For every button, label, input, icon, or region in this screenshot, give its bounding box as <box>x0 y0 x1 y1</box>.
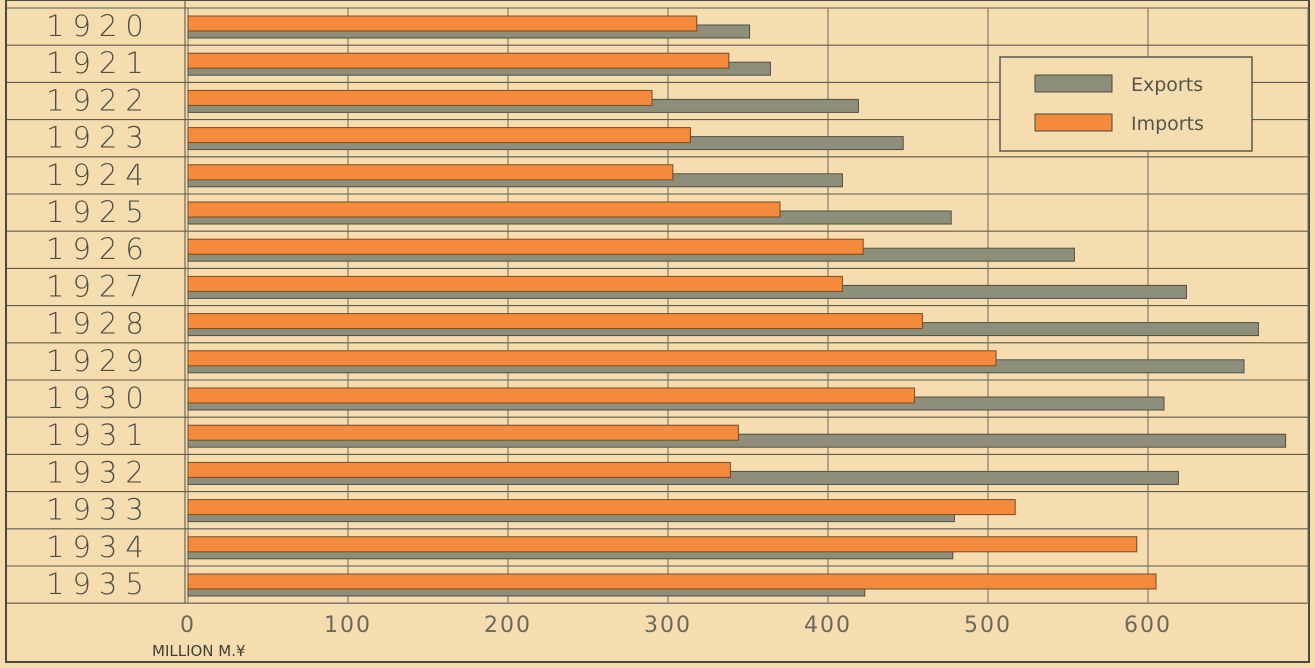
legend-label-exports: Exports <box>1131 74 1203 96</box>
year-label: 1921 <box>46 46 152 80</box>
bar-imports <box>187 424 739 441</box>
year-label: 1929 <box>46 344 152 378</box>
bar-imports <box>187 461 731 478</box>
year-label: 1925 <box>46 195 152 229</box>
bar-imports <box>187 89 653 106</box>
bar-imports <box>187 127 691 144</box>
bar-imports <box>187 313 923 330</box>
bar-imports <box>187 238 864 255</box>
year-label: 1922 <box>46 83 152 117</box>
year-label: 1933 <box>46 493 152 527</box>
bar-imports <box>187 52 730 69</box>
legend-swatch-exports <box>1034 74 1113 93</box>
bar-imports <box>187 573 1157 590</box>
bar-imports <box>187 499 1016 516</box>
x-tick-label: 0 <box>180 613 196 638</box>
bar-imports <box>187 275 843 292</box>
year-label: 1928 <box>46 307 152 341</box>
x-tick-labels: 0 100 200 300 400 500 600 <box>180 613 1172 638</box>
year-label: 1932 <box>46 455 152 489</box>
x-tick-label: 200 <box>484 613 532 638</box>
year-label: 1934 <box>46 530 152 564</box>
year-label: 1920 <box>46 9 152 43</box>
bar-imports <box>187 350 997 367</box>
year-label: 1927 <box>46 269 152 303</box>
bar-imports <box>187 15 698 32</box>
bars <box>187 15 1287 597</box>
x-axis-unit-label: MILLION M.¥ <box>152 642 246 660</box>
year-label: 1935 <box>46 567 152 601</box>
year-label: 1923 <box>46 121 152 155</box>
year-label: 1926 <box>46 232 152 266</box>
bar-imports <box>187 201 781 218</box>
bar-imports <box>187 164 674 181</box>
x-tick-label: 500 <box>964 613 1012 638</box>
legend: Exports Imports <box>999 56 1253 152</box>
x-tick-label: 600 <box>1124 613 1172 638</box>
legend-label-imports: Imports <box>1131 113 1204 135</box>
bar-imports <box>187 387 915 404</box>
legend-swatch-imports <box>1034 113 1113 132</box>
x-tick-label: 400 <box>804 613 852 638</box>
x-tick-label: 100 <box>324 613 372 638</box>
bar-imports <box>187 536 1138 553</box>
legend-box <box>999 56 1253 152</box>
year-label: 1931 <box>46 418 152 452</box>
x-tick-label: 300 <box>644 613 692 638</box>
year-label: 1924 <box>46 158 152 192</box>
year-label: 1930 <box>46 381 152 415</box>
